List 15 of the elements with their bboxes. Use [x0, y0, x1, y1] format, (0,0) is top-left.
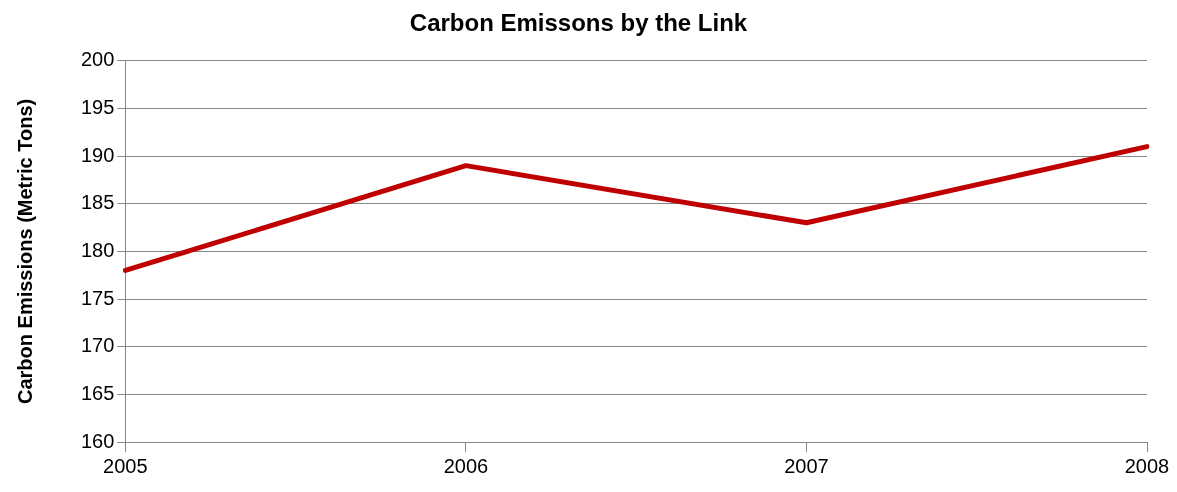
y-axis-title: Carbon Emissions (Metric Tons) — [13, 98, 36, 405]
y-tick-label: 160 — [80, 429, 115, 452]
chart-title: Carbon Emissons by the Link — [409, 9, 748, 37]
x-tick-label: 2008 — [1124, 454, 1170, 477]
y-tick-label: 190 — [80, 143, 115, 166]
x-tick-label: 2006 — [443, 454, 489, 477]
x-tick-label: 2007 — [784, 454, 829, 477]
x-tick-label: 2005 — [103, 454, 148, 477]
y-tick-label: 180 — [80, 238, 115, 261]
y-tick-label: 185 — [80, 191, 115, 214]
y-tick-label: 170 — [80, 334, 115, 357]
y-tick-label: 200 — [80, 48, 115, 71]
y-tick-label: 175 — [80, 286, 115, 309]
y-tick-label: 195 — [80, 95, 115, 118]
y-tick-label: 165 — [80, 381, 115, 404]
